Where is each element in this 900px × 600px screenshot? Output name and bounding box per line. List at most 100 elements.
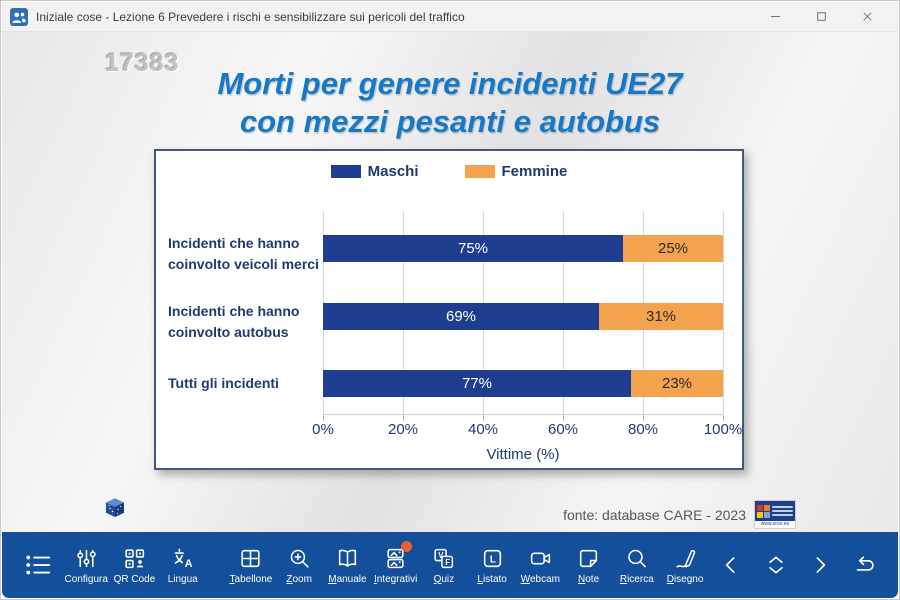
slide-title: Morti per genere incidenti UE27 con mezz…: [2, 65, 898, 141]
toolbar: Configura QR Code A Lingua Tabellone Zoom Manu…: [2, 532, 898, 598]
legend-swatch: [330, 165, 361, 178]
toolbar-button-configura[interactable]: Configura: [64, 546, 108, 585]
notification-badge: [400, 540, 412, 552]
qr-code-icon: [122, 546, 147, 571]
slide-canvas: 17383 Morti per genere incidenti UE27 co…: [2, 32, 898, 534]
title-bar: Iniziale cose - Lezione 6 Prevedere i ri…: [2, 2, 898, 32]
x-tick-label: 40%: [467, 421, 499, 438]
slide-title-line2: con mezzi pesanti e autobus: [239, 104, 661, 139]
bar-segment-maschi: 75%: [323, 235, 623, 262]
erso-url: www.erso.eu: [760, 521, 790, 527]
toolbar-button-lingua[interactable]: A Lingua: [161, 546, 205, 585]
grid-board-icon: [238, 546, 263, 571]
toolbar-button-label: Tabellone: [229, 573, 273, 585]
chart-legend: Maschi Femmine: [156, 163, 742, 180]
window-controls: [752, 2, 890, 31]
minimize-button[interactable]: [752, 2, 798, 31]
erso-logo: www.erso.eu: [754, 500, 796, 529]
toolbar-button-note[interactable]: Note: [567, 546, 611, 585]
maximize-button[interactable]: [798, 2, 844, 31]
window-title: Iniziale cose - Lezione 6 Prevedere i ri…: [36, 9, 465, 24]
legend-label: Femmine: [501, 163, 568, 180]
toolbar-button-integrativi[interactable]: Integrativi: [373, 540, 418, 585]
next-button[interactable]: [800, 552, 840, 578]
gridline: [723, 211, 724, 414]
bar-row: 77% 23%: [323, 370, 723, 397]
toolbar-button-label: Integrativi: [373, 573, 418, 585]
legend-label: Maschi: [367, 163, 419, 180]
legend-swatch: [464, 165, 495, 178]
chevron-right-icon: [807, 552, 833, 578]
app-users-icon: [10, 7, 28, 26]
source-text: fonte: database CARE - 2023: [563, 506, 746, 523]
tick-mark: [323, 415, 324, 421]
close-button[interactable]: [844, 2, 890, 31]
pen-icon: [673, 546, 698, 571]
frames-icon: [383, 546, 408, 571]
listing-icon: L: [480, 546, 505, 571]
maximize-icon: [816, 12, 826, 21]
category-label: Tutti gli incidenti: [168, 375, 279, 391]
return-arrow-icon: [851, 552, 877, 578]
menu-list-icon: [23, 550, 53, 580]
return-button[interactable]: [844, 552, 884, 578]
toolbar-button-listato[interactable]: L Listato: [470, 546, 514, 585]
note-icon: [576, 546, 601, 571]
menu-button[interactable]: [16, 550, 60, 580]
x-tick-label: 100%: [703, 421, 743, 438]
minimize-icon: [770, 16, 780, 17]
chevron-left-icon: [718, 552, 744, 578]
toolbar-button-label: Webcam: [520, 573, 560, 585]
toolbar-button-quiz[interactable]: V F Quiz: [422, 546, 466, 585]
zoom-plus-icon: [287, 546, 312, 571]
bar-segment-maschi: 77%: [323, 370, 631, 397]
tick-mark: [403, 415, 404, 421]
open-book-icon: [335, 546, 360, 571]
chart-plot-area: 75% 25% 69% 31% 77% 23%: [323, 211, 724, 421]
translate-icon: A: [170, 546, 195, 571]
tick-mark: [483, 415, 484, 421]
svg-text:A: A: [185, 557, 193, 569]
chart: Maschi Femmine Incidenti che hanno coinvo…: [154, 149, 744, 470]
toolbar-button-label: Quiz: [433, 573, 455, 585]
toolbar-button-label: Listato: [477, 573, 507, 585]
x-tick-label: 20%: [387, 421, 419, 438]
updown-button[interactable]: [756, 552, 796, 578]
x-tick-label: 60%: [547, 421, 579, 438]
x-tick-label: 0%: [312, 421, 334, 438]
previous-button[interactable]: [711, 552, 751, 578]
bar-row: 69% 31%: [323, 303, 723, 330]
bar-segment-femmine: 23%: [631, 370, 723, 397]
close-icon: [862, 12, 872, 21]
toolbar-button-label: Disegno: [666, 573, 704, 585]
category-label: Incidenti che hanno coinvolto autobus: [168, 303, 300, 340]
toolbar-button-disegno[interactable]: Disegno: [663, 546, 707, 585]
tick-mark: [563, 415, 564, 421]
toolbar-button-label: Ricerca: [619, 573, 654, 585]
toolbar-button-tabellone[interactable]: Tabellone: [229, 546, 273, 585]
svg-text:V: V: [439, 550, 445, 559]
search-icon: [624, 546, 649, 571]
toolbar-button-ricerca[interactable]: Ricerca: [615, 546, 659, 585]
toolbar-button-webcam[interactable]: Webcam: [518, 546, 562, 585]
toolbar-button-qr-code[interactable]: QR Code: [112, 546, 156, 585]
webcam-icon: [528, 546, 553, 571]
slide-code: 17383: [105, 49, 180, 77]
chart-x-axis-label: Vittime (%): [486, 446, 560, 463]
cube-icon[interactable]: [104, 496, 126, 519]
toolbar-button-label: Note: [578, 573, 600, 585]
category-label: Incidenti che hanno coinvolto veicoli me…: [168, 235, 319, 272]
tick-mark: [643, 415, 644, 421]
legend-item-maschi: Maschi: [330, 163, 419, 180]
svg-text:L: L: [490, 554, 496, 565]
legend-item-femmine: Femmine: [464, 163, 568, 180]
toolbar-button-manuale[interactable]: Manuale: [325, 546, 369, 585]
toolbar-button-zoom[interactable]: Zoom: [277, 546, 321, 585]
x-tick-label: 80%: [627, 421, 659, 438]
toolbar-button-label: QR Code: [113, 573, 156, 585]
bar-segment-maschi: 69%: [323, 303, 599, 330]
erso-logo-graphic: [755, 501, 795, 521]
tick-mark: [723, 415, 724, 421]
